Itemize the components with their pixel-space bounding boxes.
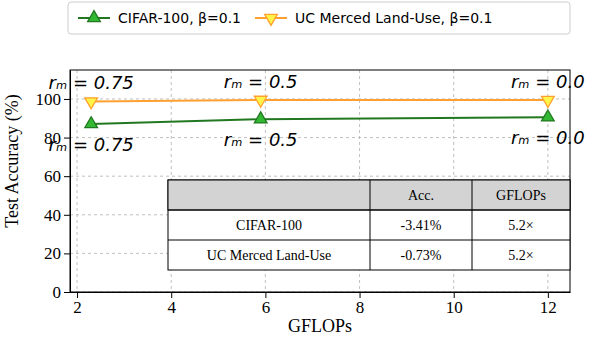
series-marker [254,96,267,107]
grid-line-y [70,176,570,177]
legend-entry: UC Merced Land-Use, β=0.1 [255,10,492,26]
x-tick-label: 12 [540,298,557,317]
x-tick: 12 [540,292,557,317]
table-col-line [370,180,371,270]
legend-entry: CIFAR-100, β=0.1 [78,10,241,26]
y-tick-label: 60 [44,167,61,186]
legend-swatch-marker [265,14,278,25]
x-tick: 10 [446,292,463,317]
legend-swatch-marker [88,11,101,22]
x-axis-line [71,292,571,293]
x-tick-label: 2 [73,298,82,317]
x-tick-label: 6 [262,298,271,317]
legend-box [68,2,570,34]
table-cell: 5.2× [508,218,533,233]
x-axis: 2 4 6 8 10 12 [71,292,571,317]
point-label: rₘ = 0.5 [224,71,298,92]
y-tick-label: 0 [53,283,62,302]
series-line [91,117,548,124]
table-header-cell: GFLOPs [496,188,546,203]
y-tick: 60 [44,167,70,186]
table-header-background [168,180,570,210]
x-tick-label: 8 [356,298,365,317]
plot-frame [70,70,570,292]
x-tick: 2 [73,292,82,317]
series-marker [254,112,267,123]
x-tick: 8 [356,292,365,317]
table-cell: 5.2× [508,248,533,263]
table-cell: -3.41% [401,218,442,233]
y-tick-mark [64,176,70,177]
table-row-line [168,240,570,241]
table: Acc. GFLOPs CIFAR-100 -3.41% 5.2× UC Merced L… [168,180,570,270]
legend-label: CIFAR-100, β=0.1 [118,10,241,26]
table-cell: UC Merced Land-Use [207,248,331,263]
series-line [91,100,548,102]
series-marker [542,110,555,121]
table-background [168,180,570,270]
legend: CIFAR-100, β=0.1 UC Merced Land-Use, β=0.… [68,2,570,34]
point-label: rₘ = 0.0 [511,127,585,148]
x-tick-label: 10 [446,298,463,317]
grid-line-x [77,70,78,292]
plot: 24681012020406080100rₘ = 0.75rₘ = 0.5rₘ … [36,70,585,317]
series-marker [85,98,98,109]
x-tick: 4 [167,292,176,317]
legend-label: UC Merced Land-Use, β=0.1 [295,10,492,26]
y-tick-mark [64,292,70,293]
y-axis-title: Test Accuracy (%) [2,94,23,228]
table-header-cell: Acc. [408,188,434,203]
y-tick-label: 40 [44,206,61,225]
series-marker [542,96,555,107]
chart: 24681012020406080100rₘ = 0.75rₘ = 0.5rₘ … [0,0,610,338]
y-tick-label: 20 [44,244,61,263]
table-col-line [472,180,473,270]
grid-line-y [70,137,570,138]
series-marker [85,117,98,128]
x-tick-label: 4 [167,298,176,317]
y-axis: 020406080100 [36,71,71,302]
y-tick: 40 [44,206,70,225]
table-cell: CIFAR-100 [236,218,302,233]
data-layer [85,96,554,127]
y-tick-mark [64,99,70,100]
point-label: rₘ = 0.5 [224,129,298,150]
point-label: rₘ = 0.75 [49,134,134,155]
y-tick-mark [64,253,70,254]
x-axis-title: GFLOPs [288,316,352,336]
table-cell: -0.73% [401,248,442,263]
table-row-line [168,210,570,211]
y-axis-line [70,71,71,293]
x-tick: 6 [262,292,271,317]
y-tick: 20 [44,244,70,263]
y-tick: 0 [53,283,71,302]
point-label: rₘ = 0.0 [511,71,585,92]
point-label: rₘ = 0.75 [49,72,134,93]
grid [70,70,570,292]
y-tick-mark [64,215,70,216]
